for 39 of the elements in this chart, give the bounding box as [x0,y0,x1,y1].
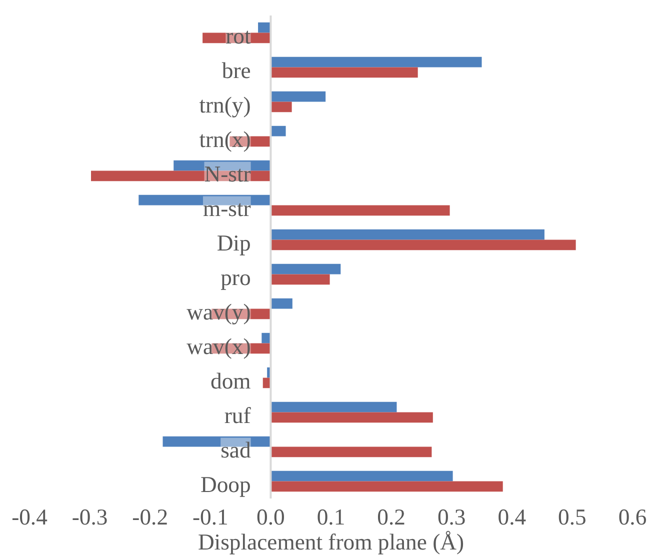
bar [270,298,292,309]
x-tick-label: 0.1 [316,504,346,530]
bar [262,332,271,344]
x-tick-label: 0.3 [437,504,466,530]
x-tick-label: 0.5 [558,504,586,530]
y-tick-label: pro [220,265,251,290]
bar [270,446,432,458]
y-tick-label: N-str [204,162,252,187]
y-tick-label: ruf [224,403,252,428]
bar [270,402,397,412]
bar [270,264,341,274]
y-tick-label: trn(x) [199,127,251,152]
bar [270,56,482,68]
x-tick-label: -0.3 [72,504,108,530]
bar [270,412,433,423]
x-tick-label: -0.4 [12,504,48,530]
bar [270,102,292,112]
x-tick-label: -0.1 [192,504,228,530]
x-tick-label: 0.0 [256,504,285,530]
y-tick-label: dom [210,368,252,394]
bar [270,274,330,285]
bar [270,126,286,136]
bar [270,481,503,492]
x-tick-label: 0.6 [618,504,647,530]
bar [258,22,271,33]
bar [270,470,453,482]
x-tick-label: 0.2 [377,504,406,530]
bar [270,240,576,250]
bar [270,67,418,78]
x-tick-label: 0.4 [498,504,526,530]
bar [270,205,450,216]
y-tick-label: Doop [200,472,251,498]
bar [270,229,544,240]
x-tick-label: -0.2 [132,504,168,530]
y-tick-label: trn(y) [199,92,251,118]
y-tick-label: bre [222,58,251,84]
x-axis-title: Displacement from plane (Å) [198,530,464,554]
bar [270,91,326,102]
y-tick-label: Dip [216,230,251,256]
